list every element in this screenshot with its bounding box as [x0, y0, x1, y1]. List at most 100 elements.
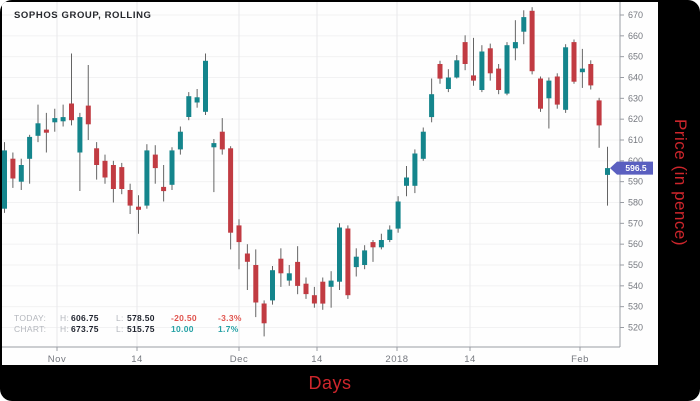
candle-body	[504, 45, 510, 94]
candle-body	[437, 64, 443, 79]
y-tick-label: 640	[628, 72, 643, 82]
candle-body	[94, 148, 100, 165]
candle-body	[605, 168, 610, 175]
stat-label: CHART:	[14, 324, 47, 334]
chart-low-value: 515.75	[127, 324, 155, 334]
candle-body	[110, 165, 116, 189]
y-tick-label: 650	[628, 52, 643, 62]
candle-body	[177, 131, 183, 150]
candle-body	[378, 240, 384, 248]
x-axis-title-band: Days	[0, 365, 660, 401]
candle-body	[345, 228, 351, 296]
candle-body	[471, 75, 476, 81]
candle-body	[278, 258, 284, 274]
candle-body	[588, 64, 594, 86]
x-tick-label: 14	[311, 354, 323, 365]
candle-body	[144, 150, 150, 206]
today-change-pct: -3.3%	[218, 313, 242, 323]
candle-body	[521, 17, 527, 32]
candle-body	[102, 160, 108, 178]
candle-body	[219, 131, 225, 150]
candle-body	[303, 283, 309, 295]
y-tick-label: 600	[628, 156, 643, 166]
candle-body	[387, 229, 393, 240]
candle-body	[554, 76, 560, 105]
candle-body	[244, 253, 250, 262]
candle-body	[529, 10, 535, 72]
today-change-value: -20.50	[171, 313, 197, 323]
candle-body	[253, 265, 259, 303]
candle-body	[445, 77, 451, 89]
candle-body	[211, 143, 217, 148]
candle-body	[563, 47, 569, 110]
candle-body	[328, 280, 334, 287]
y-tick-label: 550	[628, 260, 643, 270]
candle-body	[295, 261, 301, 286]
candle-body	[77, 117, 83, 153]
y-tick-label: 620	[628, 114, 643, 124]
candle-body	[429, 94, 435, 118]
y-axis-title-band: Price (in pence)	[660, 0, 700, 365]
chart-title: SOPHOS GROUP, ROLLING	[14, 10, 152, 21]
x-tick-label: Feb	[571, 354, 589, 365]
x-axis-title: Days	[308, 372, 352, 393]
y-tick-label: 520	[628, 322, 643, 332]
candle-body	[479, 51, 485, 90]
candle-body	[420, 131, 426, 159]
last-price-badge-label: 596.5	[625, 163, 647, 173]
chart-change-value: 10.00	[171, 324, 194, 334]
stats-row-today: TODAY: H: 606.75 L: 578.50 -20.50 -3.3%	[14, 313, 252, 323]
today-high-value: 606.75	[71, 313, 99, 323]
candle-body	[270, 270, 275, 301]
last-price-badge	[610, 161, 653, 175]
candle-body	[538, 78, 543, 109]
candle-body	[546, 80, 552, 99]
x-tick-label: Nov	[48, 354, 66, 365]
y-tick-label: 530	[628, 302, 643, 312]
candle-body	[571, 42, 577, 82]
y-axis-title: Price (in pence)	[671, 118, 690, 247]
y-tick-label: 660	[628, 31, 643, 41]
candle-body	[228, 148, 234, 233]
candle-body	[186, 96, 192, 117]
candle-body	[596, 100, 602, 126]
x-tick-label: 14	[464, 354, 476, 365]
candle-body	[412, 153, 418, 186]
candle-body	[43, 129, 49, 133]
y-tick-label: 580	[628, 197, 643, 207]
stats-row-chart: CHART: H: 673.75 L: 515.75 10.00 1.7%	[14, 324, 252, 334]
plot-svg[interactable]: 520 530 540 550 560 570 580 590 600 610 620 630 640 6…	[2, 2, 658, 365]
candle-body	[161, 186, 167, 192]
candle-body	[194, 97, 200, 103]
chart-change-pct: 1.7%	[218, 324, 239, 334]
candle-body	[353, 256, 359, 268]
x-tick-label: Dec	[230, 354, 248, 365]
high-key: H:	[60, 313, 70, 323]
candle-body	[152, 154, 158, 169]
low-key: L:	[116, 324, 124, 334]
candle-body	[18, 165, 24, 182]
candle-body	[27, 136, 33, 159]
low-key: L:	[116, 313, 124, 323]
y-tick-label: 610	[628, 135, 643, 145]
y-tick-label: 560	[628, 239, 643, 249]
candle-body	[512, 42, 518, 49]
candle-body	[52, 118, 58, 123]
candle-body	[69, 103, 74, 121]
candle-body	[236, 225, 242, 243]
y-tick-label: 670	[628, 10, 643, 20]
candle-body	[261, 303, 267, 324]
candle-body	[337, 227, 342, 282]
candle-body	[119, 167, 125, 189]
chart-canvas[interactable]: 520 530 540 550 560 570 580 590 600 610 620 630 640 6…	[2, 2, 658, 365]
y-tick-label: 570	[628, 218, 643, 228]
candle-body	[311, 295, 317, 304]
candle-body	[395, 201, 401, 229]
candle-body	[127, 190, 133, 206]
candle-body	[462, 42, 468, 64]
y-tick-label: 630	[628, 93, 643, 103]
candle-body	[35, 123, 41, 136]
candle-body	[10, 158, 16, 179]
candle-body	[579, 68, 585, 73]
